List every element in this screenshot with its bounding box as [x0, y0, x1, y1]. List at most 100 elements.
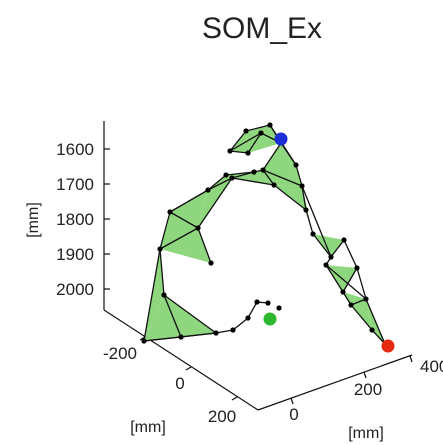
z-tick-label: 1900 — [56, 245, 94, 264]
mesh-edge — [350, 298, 367, 306]
mesh-edge — [169, 189, 209, 213]
mesh-node — [195, 225, 201, 231]
mesh-node — [354, 265, 360, 271]
mesh-face — [313, 234, 344, 257]
y-axis-label: [mm] — [130, 419, 166, 436]
mesh-face — [263, 143, 302, 186]
mesh-edge — [231, 171, 255, 179]
mesh-node — [213, 330, 219, 336]
mesh-edge — [365, 298, 386, 345]
mesh-edge — [245, 124, 271, 132]
mesh-node — [230, 327, 236, 333]
mesh-face — [160, 212, 198, 249]
z-tick-label: 1700 — [56, 175, 94, 194]
mesh-node — [328, 254, 334, 260]
mesh-node — [141, 338, 147, 344]
mesh-node — [271, 182, 277, 188]
mesh-edge — [343, 239, 358, 269]
x-ticks — [290, 355, 413, 405]
mesh-face — [170, 190, 208, 228]
mesh-node — [161, 292, 167, 298]
mesh-edge — [350, 304, 373, 331]
mesh-face — [208, 175, 232, 190]
x-tick-label: 200 — [354, 380, 382, 399]
highlighted-node — [263, 312, 277, 326]
mesh-edges — [143, 124, 386, 345]
mesh-node — [363, 296, 369, 302]
x-axis-label: [mm] — [348, 425, 384, 442]
mesh-edge — [301, 185, 307, 211]
mesh-edge — [229, 132, 262, 152]
x-tick-label: 0 — [289, 405, 298, 424]
mesh-edge — [325, 264, 344, 293]
mesh-node — [243, 128, 249, 134]
mesh-node — [229, 175, 235, 181]
mesh-edge — [225, 171, 255, 176]
z-tick-label: 1800 — [56, 210, 94, 229]
mesh-node — [254, 299, 260, 305]
mesh-node — [245, 315, 251, 321]
highlighted-node — [381, 339, 395, 353]
y-tick-mark — [231, 396, 238, 401]
y-tick-label: -200 — [103, 344, 137, 363]
mesh-node — [265, 300, 271, 306]
z-tick-label: 1600 — [56, 140, 94, 159]
mesh-node — [223, 172, 229, 178]
mesh-node — [157, 246, 163, 252]
mesh-edge — [330, 239, 345, 258]
mesh-node — [227, 148, 233, 154]
mesh-edge — [312, 233, 332, 258]
mesh-node — [369, 327, 375, 333]
mesh-edge — [295, 164, 303, 187]
mesh-edge — [197, 227, 212, 264]
y-axis-line — [103, 309, 259, 411]
x-axis-line — [257, 354, 413, 411]
mesh-node — [260, 167, 266, 173]
mesh-edge — [231, 177, 275, 186]
mesh-edge — [342, 267, 358, 293]
mesh-edge — [371, 329, 386, 345]
mesh-node — [340, 289, 346, 295]
mesh-edge — [229, 150, 249, 154]
mesh-node — [258, 130, 264, 136]
mesh-edge — [247, 132, 262, 154]
y-tick-label: 0 — [175, 374, 184, 393]
x-tick-mark — [409, 355, 413, 363]
y-ticks — [139, 336, 238, 401]
highlighted-node — [274, 132, 288, 146]
mesh-edge — [325, 264, 367, 300]
mesh-node — [299, 183, 305, 189]
mesh-edge — [207, 174, 227, 191]
highlighted-nodes — [263, 132, 395, 353]
mesh-edge — [301, 185, 332, 258]
mesh-edge — [180, 332, 217, 338]
axis-frame — [103, 121, 413, 411]
mesh-edge — [143, 336, 182, 342]
mesh-edge — [143, 248, 161, 342]
mesh-node — [293, 162, 299, 168]
mesh-face — [351, 299, 372, 330]
y-tick-mark — [185, 366, 192, 371]
y-tick-label: 200 — [208, 407, 236, 426]
mesh-edge — [169, 211, 199, 229]
mesh-node — [167, 209, 173, 215]
mesh-node — [303, 207, 309, 213]
mesh-edge — [273, 184, 307, 211]
x-tick-label: 400 — [420, 357, 443, 376]
mesh-node — [323, 262, 329, 268]
z-tick-label: 2000 — [56, 280, 94, 299]
mesh-node — [208, 260, 214, 266]
mesh-node — [276, 305, 282, 311]
mesh-face — [343, 292, 366, 305]
mesh-edge — [159, 227, 199, 250]
mesh-edge — [232, 317, 249, 331]
mesh-face — [144, 295, 181, 341]
mesh-node — [178, 334, 184, 340]
mesh-edge — [229, 130, 247, 152]
mesh-edge — [159, 211, 171, 250]
mesh-edge — [262, 142, 282, 171]
mesh-edge — [163, 294, 182, 338]
mesh-node — [348, 302, 354, 308]
mesh-node — [251, 169, 257, 175]
mesh-edge — [207, 177, 233, 191]
